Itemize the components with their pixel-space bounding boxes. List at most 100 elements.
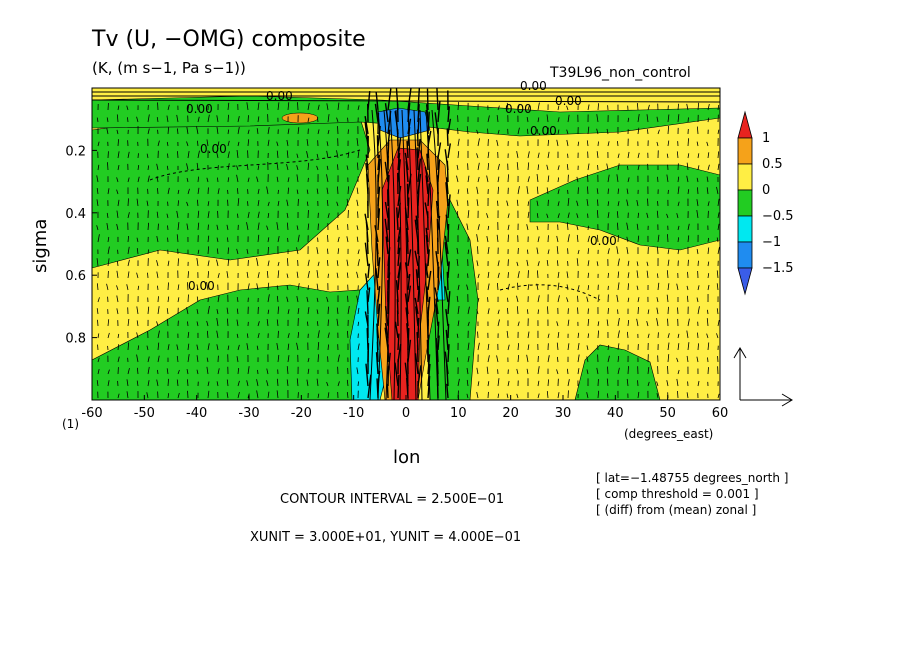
vector-arrow <box>327 248 329 255</box>
vector-arrow <box>486 213 489 219</box>
x-tick-label: 30 <box>555 406 572 421</box>
vector-arrow <box>407 285 412 303</box>
vector-arrow <box>147 356 150 363</box>
vector-arrow <box>657 201 659 207</box>
vector-arrow <box>167 237 169 243</box>
vector-arrow <box>516 295 519 303</box>
vector-arrow <box>607 212 610 219</box>
vector-arrow <box>417 285 420 303</box>
vector-arrow <box>666 380 669 387</box>
vector-arrow <box>487 163 490 171</box>
vector-arrow <box>517 127 520 135</box>
vector-arrow <box>236 297 239 303</box>
vector-arrow <box>236 174 239 183</box>
vector-arrow <box>286 366 289 375</box>
vector-arrow <box>426 88 429 111</box>
vector-arrow <box>577 141 580 147</box>
vector-arrow <box>467 342 470 351</box>
vector-arrow <box>476 367 479 375</box>
vector-arrow <box>147 366 150 375</box>
vector-arrow <box>196 355 199 363</box>
vector-arrow <box>627 283 630 291</box>
vector-arrow <box>384 103 389 123</box>
vector-arrow <box>207 114 210 123</box>
vector-arrow <box>686 392 689 399</box>
vector-arrow <box>246 380 249 387</box>
vector-arrow <box>116 261 119 267</box>
vector-arrow <box>297 127 300 135</box>
vector-arrow <box>677 390 679 399</box>
vector-arrow <box>227 102 230 111</box>
vector-arrow <box>406 232 409 255</box>
vector-arrow <box>346 259 349 267</box>
vector-arrow <box>397 202 401 219</box>
vector-arrow <box>365 154 369 171</box>
vector-arrow <box>577 285 580 291</box>
vector-arrow <box>346 392 349 399</box>
vector-arrow <box>507 224 510 231</box>
x-tick-label: -30 <box>238 406 259 421</box>
vector-arrow <box>147 175 150 183</box>
vector-arrow <box>636 103 639 111</box>
colorbar-segment <box>737 137 753 165</box>
x-tick-label: 20 <box>502 406 519 421</box>
vector-arrow <box>397 185 402 207</box>
vector-arrow <box>487 297 489 303</box>
vector-arrow <box>457 189 460 195</box>
vector-arrow <box>526 309 529 315</box>
vector-arrow <box>407 126 411 147</box>
vector-arrow <box>537 380 540 387</box>
vector-arrow <box>586 296 589 303</box>
x-tick-label: 10 <box>450 406 467 421</box>
vector-arrow <box>517 271 520 279</box>
vector-arrow <box>127 271 130 279</box>
vector-arrow <box>296 295 299 303</box>
vector-arrow <box>237 344 240 351</box>
vector-arrow <box>257 200 260 207</box>
vector-arrow <box>646 261 649 267</box>
vector-arrow <box>187 282 189 291</box>
vector-arrow <box>607 345 610 351</box>
vector-arrow <box>237 126 240 135</box>
vector-arrow <box>267 201 270 207</box>
vector-arrow <box>377 257 381 279</box>
contour-label: 0.00 <box>186 102 213 116</box>
vector-arrow <box>487 308 490 315</box>
vector-arrow <box>237 380 240 387</box>
vector-arrow <box>526 128 529 135</box>
vector-arrow <box>297 308 300 315</box>
vector-arrow <box>667 249 670 255</box>
vector-arrow <box>167 296 170 303</box>
vector-arrow <box>586 392 589 399</box>
vector-arrow <box>526 186 529 195</box>
vector-arrow <box>677 307 679 315</box>
vector-arrow <box>337 186 339 195</box>
vector-arrow <box>316 321 319 327</box>
vector-arrow <box>96 283 99 291</box>
vector-arrow <box>666 294 669 303</box>
vector-arrow <box>356 367 359 375</box>
vector-arrow <box>156 176 159 183</box>
vector-arrow <box>507 234 509 243</box>
vector-arrow <box>387 260 390 279</box>
vector-arrow <box>547 139 550 147</box>
vector-arrow <box>557 177 560 183</box>
vector-arrow <box>337 236 340 243</box>
colorbar: 1 0.5 0 −0.5 −1 −1.5 <box>737 110 794 296</box>
vector-arrow <box>336 117 339 123</box>
vector-arrow <box>476 129 479 135</box>
vector-arrow <box>486 366 489 375</box>
vector-arrow <box>437 266 440 291</box>
vector-arrow <box>517 103 520 111</box>
vector-arrow <box>516 368 519 375</box>
vector-arrow <box>356 199 359 207</box>
vector-arrow <box>497 186 499 195</box>
vector-arrow <box>117 165 120 171</box>
colorbar-segment <box>737 110 753 139</box>
vector-arrow <box>267 294 270 303</box>
vector-arrow <box>167 260 170 267</box>
vector-arrow <box>395 280 399 303</box>
vector-arrow <box>307 102 310 111</box>
vector-arrow <box>367 263 371 279</box>
vector-arrow <box>497 319 500 327</box>
